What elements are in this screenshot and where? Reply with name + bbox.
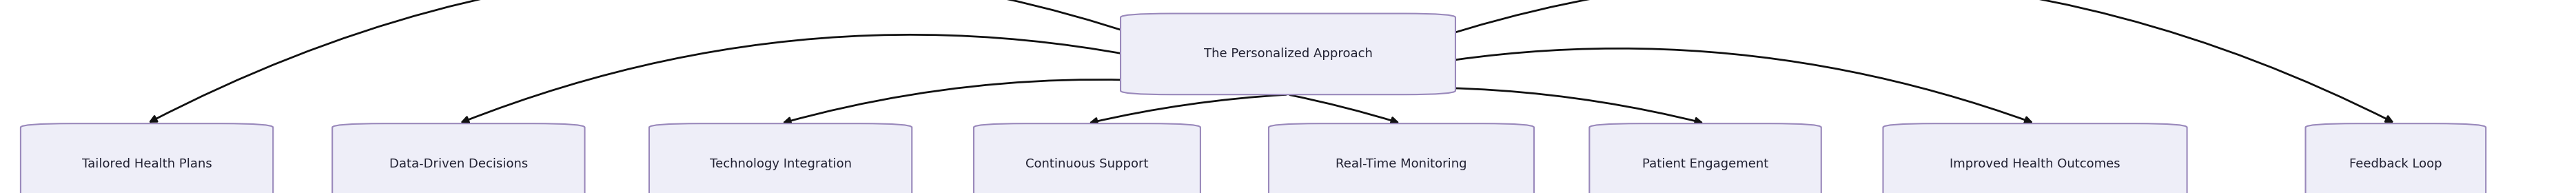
Text: Feedback Loop: Feedback Loop — [2349, 158, 2442, 170]
Text: The Personalized Approach: The Personalized Approach — [1203, 48, 1373, 60]
FancyBboxPatch shape — [1883, 124, 2187, 193]
FancyBboxPatch shape — [974, 124, 1200, 193]
FancyBboxPatch shape — [1121, 14, 1455, 95]
FancyBboxPatch shape — [332, 124, 585, 193]
Text: Tailored Health Plans: Tailored Health Plans — [82, 158, 211, 170]
FancyBboxPatch shape — [649, 124, 912, 193]
FancyBboxPatch shape — [1270, 124, 1535, 193]
Text: Technology Integration: Technology Integration — [708, 158, 853, 170]
FancyBboxPatch shape — [2306, 124, 2486, 193]
Text: Improved Health Outcomes: Improved Health Outcomes — [1950, 158, 2120, 170]
Text: Real-Time Monitoring: Real-Time Monitoring — [1337, 158, 1466, 170]
FancyBboxPatch shape — [21, 124, 273, 193]
Text: Patient Engagement: Patient Engagement — [1641, 158, 1770, 170]
Text: Continuous Support: Continuous Support — [1025, 158, 1149, 170]
FancyBboxPatch shape — [1589, 124, 1821, 193]
Text: Data-Driven Decisions: Data-Driven Decisions — [389, 158, 528, 170]
